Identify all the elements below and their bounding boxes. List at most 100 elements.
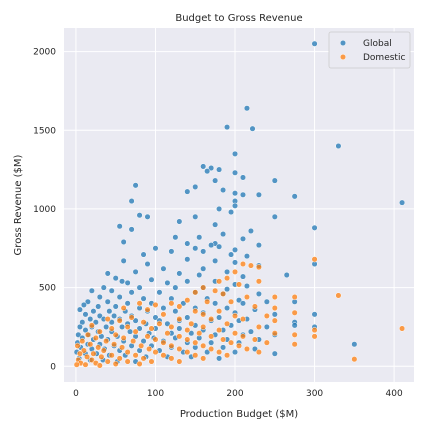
- data-point-global: [243, 282, 250, 290]
- data-point-global: [176, 325, 183, 332]
- data-point-global: [128, 198, 135, 205]
- data-point-domestic: [111, 341, 118, 348]
- data-point-global: [247, 227, 254, 235]
- data-point-domestic: [144, 333, 151, 340]
- data-point-global: [152, 245, 159, 252]
- data-point-global: [112, 303, 119, 310]
- data-point-domestic: [208, 316, 215, 323]
- data-point-global: [224, 124, 231, 131]
- data-point-domestic: [156, 320, 163, 327]
- data-point-global: [212, 257, 219, 264]
- data-point-global: [239, 235, 247, 242]
- data-point-domestic: [255, 323, 262, 330]
- data-point-global: [255, 242, 262, 249]
- data-point-domestic: [176, 333, 183, 340]
- data-point-global: [228, 209, 235, 216]
- data-point-domestic: [200, 284, 207, 291]
- data-point-global: [76, 306, 83, 313]
- data-point-global: [271, 350, 278, 357]
- data-point-domestic: [216, 327, 223, 334]
- data-point-global: [291, 322, 298, 329]
- data-point-domestic: [176, 345, 183, 353]
- data-point-domestic: [160, 339, 167, 346]
- data-point-global: [188, 330, 195, 337]
- y-tick-label: 2000: [33, 48, 56, 58]
- data-point-global: [231, 349, 239, 356]
- y-axis-title: Gross Revenue ($M): [13, 154, 24, 255]
- data-point-domestic: [231, 330, 239, 337]
- data-point-domestic: [247, 262, 254, 269]
- data-point-global: [184, 278, 191, 285]
- data-point-global: [160, 305, 167, 312]
- data-point-domestic: [108, 325, 115, 332]
- data-point-domestic: [271, 293, 278, 301]
- data-point-domestic: [243, 293, 250, 301]
- x-tick-label: 0: [73, 389, 79, 399]
- data-point-domestic: [132, 328, 139, 335]
- data-point-global: [124, 300, 131, 307]
- x-tick-label: 300: [306, 389, 323, 399]
- data-point-global: [311, 40, 318, 47]
- data-point-global: [220, 187, 227, 194]
- data-point-global: [75, 331, 82, 338]
- data-point-domestic: [112, 360, 119, 367]
- data-point-domestic: [130, 338, 137, 345]
- data-point-domestic: [104, 358, 111, 365]
- data-point-domestic: [148, 325, 155, 332]
- y-tick-label: 0: [50, 362, 56, 372]
- data-point-domestic: [84, 353, 91, 360]
- data-point-global: [90, 308, 97, 315]
- data-point-domestic: [152, 349, 159, 356]
- data-point-global: [180, 300, 187, 307]
- data-point-global: [192, 183, 199, 190]
- data-point-domestic: [291, 293, 298, 301]
- data-point-domestic: [160, 352, 167, 359]
- data-point-global: [152, 314, 159, 321]
- data-point-global: [216, 205, 223, 212]
- data-point-domestic: [216, 278, 223, 285]
- data-point-domestic: [132, 352, 139, 359]
- data-point-global: [172, 308, 179, 315]
- data-point-global: [172, 234, 179, 241]
- data-point-domestic: [136, 300, 143, 307]
- plot-background: [64, 28, 414, 382]
- data-point-global: [156, 289, 163, 296]
- data-point-global: [263, 323, 270, 330]
- data-point-global: [212, 221, 219, 228]
- data-point-domestic: [74, 342, 81, 349]
- data-point-global: [208, 164, 215, 172]
- data-point-domestic: [231, 268, 239, 275]
- data-point-domestic: [138, 342, 145, 349]
- data-point-domestic: [80, 347, 87, 354]
- data-point-domestic: [255, 278, 262, 285]
- data-point-domestic: [96, 328, 103, 335]
- data-point-domestic: [176, 303, 183, 310]
- data-point-global: [140, 338, 147, 345]
- data-point-global: [119, 323, 126, 330]
- data-point-domestic: [184, 297, 191, 304]
- data-point-global: [204, 349, 211, 356]
- data-point-global: [96, 293, 103, 301]
- data-point-global: [196, 271, 203, 279]
- data-point-global: [108, 319, 115, 326]
- data-point-global: [311, 224, 318, 231]
- data-point-domestic: [192, 308, 199, 315]
- data-point-global: [120, 257, 127, 264]
- data-point-global: [200, 248, 207, 255]
- data-point-domestic: [212, 287, 219, 294]
- data-point-global: [231, 190, 239, 197]
- data-point-domestic: [112, 331, 119, 338]
- data-point-domestic: [152, 336, 159, 343]
- data-point-domestic: [235, 342, 243, 349]
- data-point-global: [231, 202, 239, 209]
- data-point-global: [108, 287, 115, 294]
- data-point-global: [84, 298, 91, 305]
- data-point-global: [239, 300, 247, 307]
- data-point-global: [200, 163, 207, 170]
- data-point-global: [216, 166, 223, 173]
- data-point-domestic: [291, 341, 298, 348]
- data-point-global: [88, 287, 95, 294]
- data-point-global: [87, 316, 94, 323]
- data-point-domestic: [92, 334, 99, 342]
- data-point-global: [132, 268, 139, 275]
